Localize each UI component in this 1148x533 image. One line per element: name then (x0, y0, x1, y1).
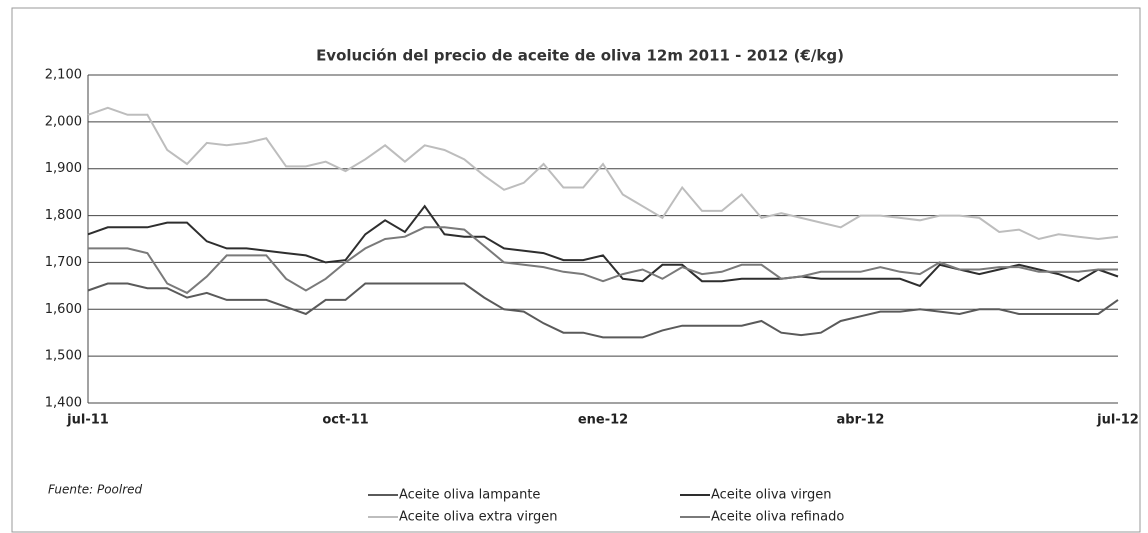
x-tick-label: jul-11 (66, 413, 109, 428)
y-tick-label: 2,000 (45, 114, 82, 129)
source-note: Fuente: Poolred (48, 483, 143, 497)
x-tick-label: abr-12 (837, 413, 885, 428)
y-tick-label: 2,100 (45, 68, 82, 83)
series-line (87, 106, 1119, 241)
y-tick-label: 1,900 (45, 161, 82, 176)
legend-label: Aceite oliva refinado (711, 510, 844, 525)
series-line (88, 226, 1118, 295)
frame (11, 7, 1141, 533)
x-tick-label: jul-12 (1096, 413, 1139, 428)
legend-label: Aceite oliva virgen (711, 488, 832, 503)
x-tick-label: ene-12 (578, 413, 628, 428)
y-tick-label: 1,500 (45, 349, 82, 364)
x-tick-label: oct-11 (322, 413, 368, 428)
chart-title: Evolución del precio de aceite de oliva … (316, 47, 844, 65)
series-line (87, 204, 1119, 288)
y-tick-label: 1,700 (45, 255, 82, 270)
series-line (87, 282, 1119, 339)
legend-label: Aceite oliva extra virgen (399, 510, 558, 525)
y-tick-label: 1,600 (45, 302, 82, 317)
y-tick-label: 1,800 (45, 208, 82, 223)
y-tick-label: 1,400 (45, 396, 82, 411)
legend-label: Aceite oliva lampante (399, 488, 540, 503)
